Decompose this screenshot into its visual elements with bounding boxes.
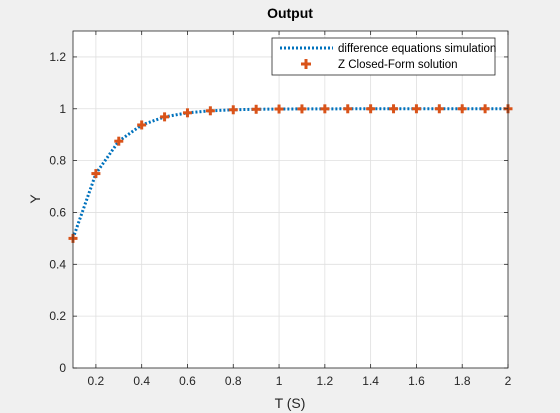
data-point-closed-form <box>297 104 307 114</box>
data-point-closed-form <box>91 169 101 179</box>
y-tick-label: 0.6 <box>49 205 66 219</box>
plot-frame <box>72 30 509 369</box>
data-point-closed-form <box>205 106 215 116</box>
x-tick-label: 1.4 <box>362 374 379 388</box>
data-point-closed-form <box>434 104 444 114</box>
data-point-closed-form <box>457 104 467 114</box>
data-point-closed-form <box>411 104 421 114</box>
data-point-closed-form <box>366 104 376 114</box>
legend-marker-swatch <box>301 59 311 69</box>
chart-title: Output <box>267 5 313 21</box>
axis-ticks: 0.2 0.4 0.6 0.8 1 1.2 1.4 1.6 1.8 2 0 0.2 0.4 0.6 0.8 1… <box>49 31 512 388</box>
data-point-closed-form <box>389 104 399 114</box>
x-tick-label: 1 <box>276 374 283 388</box>
x-axis-label: T (S) <box>275 395 306 411</box>
data-point-closed-form <box>137 120 147 130</box>
x-tick-label: 0.2 <box>88 374 105 388</box>
x-tick-label: 2 <box>505 374 512 388</box>
plot-area <box>73 31 508 368</box>
data-point-closed-form <box>320 104 330 114</box>
y-tick-label: 1 <box>59 102 66 116</box>
legend: difference equations simulation Z Closed… <box>271 37 496 76</box>
y-axis-label: Y <box>27 194 43 204</box>
x-tick-label: 0.6 <box>179 374 196 388</box>
data-point-closed-form <box>274 104 284 114</box>
x-tick-label: 1.6 <box>408 374 425 388</box>
x-tick-label: 0.8 <box>225 374 242 388</box>
y-tick-label: 0 <box>59 361 66 375</box>
legend-entry-simulation: difference equations simulation <box>338 43 496 55</box>
x-tick-label: 0.4 <box>133 374 150 388</box>
data-point-closed-form <box>182 108 192 118</box>
x-tick-label: 1.8 <box>454 374 471 388</box>
y-tick-label: 1.2 <box>49 50 66 64</box>
data-point-closed-form <box>228 105 238 115</box>
y-tick-label: 0.2 <box>49 309 66 323</box>
data-point-closed-form <box>160 112 170 122</box>
legend-box <box>271 37 496 76</box>
data-point-closed-form <box>251 104 261 114</box>
legend-entry-closed-form: Z Closed-Form solution <box>338 59 458 71</box>
y-tick-label: 0.4 <box>49 257 66 271</box>
y-tick-label: 0.8 <box>49 154 66 168</box>
data-point-closed-form <box>114 136 124 146</box>
x-tick-label: 1.2 <box>316 374 333 388</box>
data-point-closed-form <box>480 104 490 114</box>
data-point-closed-form <box>343 104 353 114</box>
